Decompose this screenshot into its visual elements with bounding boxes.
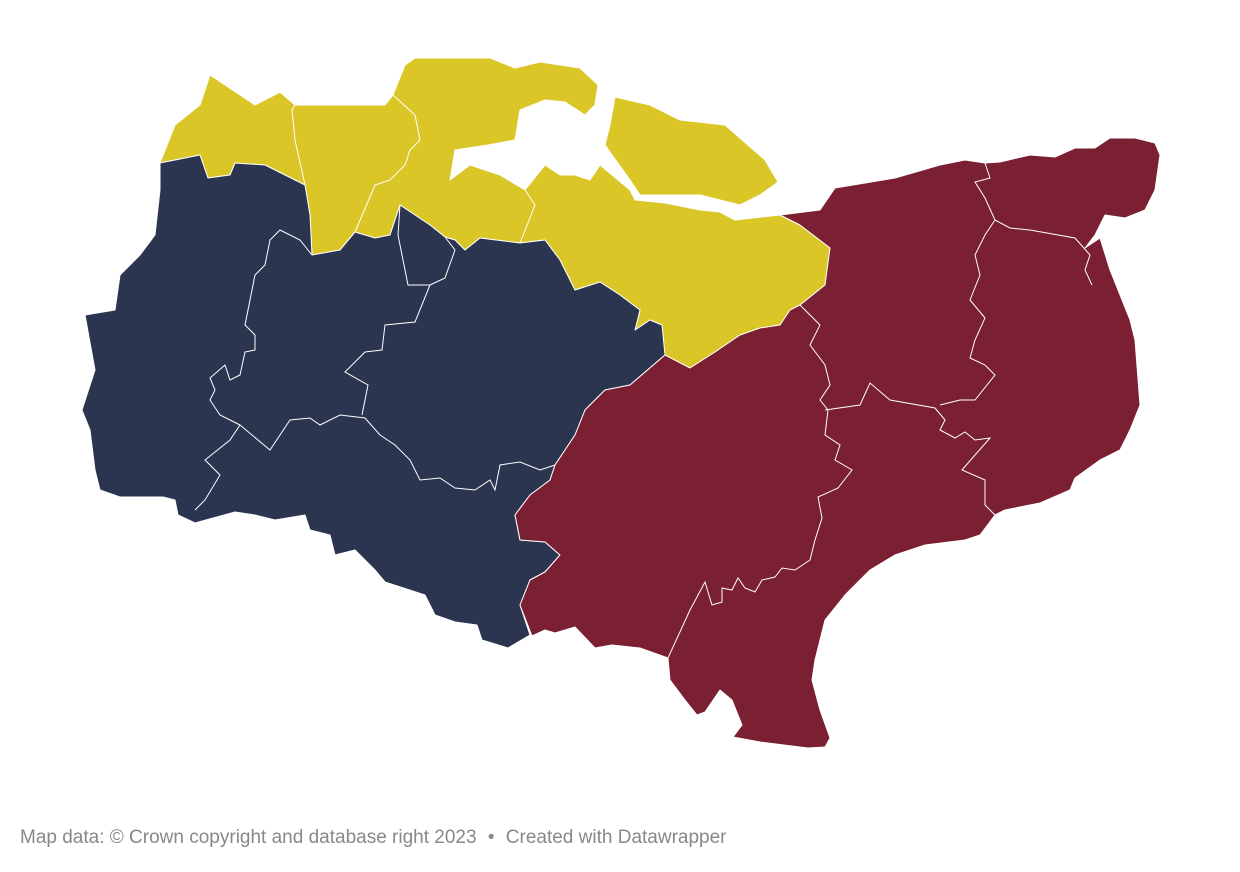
district-border (239, 414, 556, 492)
district-border (354, 94, 421, 233)
district-border (194, 229, 313, 511)
district-border (429, 236, 456, 286)
district-border (667, 304, 853, 659)
district-border (344, 204, 431, 416)
district-border (291, 104, 306, 186)
district-border (974, 162, 996, 221)
district-border (824, 382, 996, 516)
region-sheppey[interactable] (604, 96, 779, 206)
map-footer: Map data: © Crown copyright and database… (20, 827, 727, 849)
choropleth-map (81, 57, 1161, 749)
datawrapper-credit-link[interactable]: Created with Datawrapper (505, 827, 727, 848)
district-border (939, 219, 1093, 406)
source-attribution: Map data: © Crown copyright and database… (20, 827, 477, 848)
district-border (519, 189, 536, 244)
footer-separator: • (487, 827, 495, 848)
